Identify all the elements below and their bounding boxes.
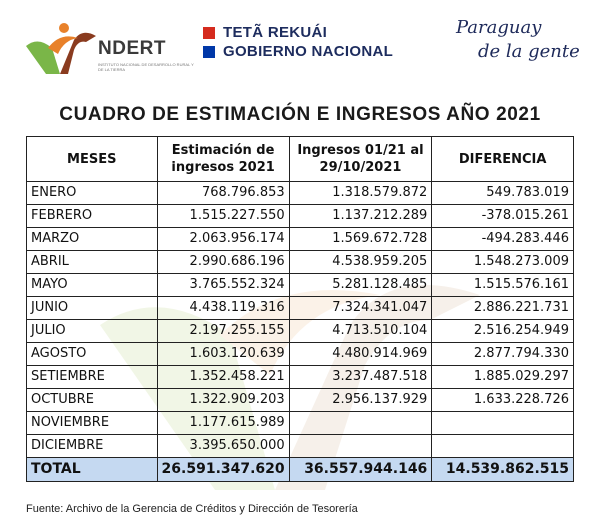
header-meses: MESES (26, 136, 158, 182)
cell-estimacion: 768.796.853 (156, 181, 290, 205)
total-estimacion: 26.591.347.620 (156, 457, 290, 482)
cell-diferencia: 1.515.576.161 (431, 273, 574, 297)
table-row: OCTUBRE 1.322.909.203 2.956.137.929 1.63… (26, 388, 574, 412)
cell-estimacion: 4.438.119.316 (156, 296, 290, 320)
cell-ingresos: 4.538.959.205 (288, 250, 433, 274)
indert-logo: NDERT INSTITUTO NACIONAL DE DESARROLLO R… (24, 18, 194, 78)
cell-ingresos: 5.281.128.485 (288, 273, 433, 297)
cell-estimacion: 1.603.120.639 (156, 342, 290, 366)
gov-logo-line2: GOBIERNO NACIONAL (223, 43, 394, 60)
cell-ingresos: 7.324.341.047 (288, 296, 433, 320)
table-row: MAYO 3.765.552.324 5.281.128.485 1.515.5… (26, 273, 574, 297)
gov-logo-line1: TETÃ REKUÁI (223, 24, 328, 41)
indert-logo-subtitle: INSTITUTO NACIONAL DE DESARROLLO RURAL Y… (98, 62, 194, 72)
cell-mes: ABRIL (26, 250, 158, 274)
income-table: MESES Estimación de ingresos 2021 Ingres… (26, 136, 574, 482)
cell-ingresos (288, 411, 433, 435)
cell-mes: OCTUBRE (26, 388, 158, 412)
government-logo: TETÃ REKUÁI GOBIERNO NACIONAL (203, 24, 423, 64)
header-ingresos-line1: Ingresos 01/21 al (297, 143, 424, 158)
header-estimacion-line1: Estimación de (171, 143, 275, 158)
cell-ingresos: 4.480.914.969 (288, 342, 433, 366)
table-row: JUNIO 4.438.119.316 7.324.341.047 2.886.… (26, 296, 574, 320)
table-row: FEBRERO 1.515.227.550 1.137.212.289 -378… (26, 204, 574, 228)
cell-mes: ENERO (26, 181, 158, 205)
slogan-logo: Paraguay de la gente (452, 16, 582, 64)
header-ingresos: Ingresos 01/21 al 29/10/2021 (288, 136, 433, 182)
page-title: CUADRO DE ESTIMACIÓN E INGRESOS AÑO 2021 (59, 104, 541, 125)
slogan-line1: Paraguay (456, 17, 542, 38)
table-total-row: TOTAL 26.591.347.620 36.557.944.146 14.5… (26, 457, 574, 482)
cell-mes: JULIO (26, 319, 158, 343)
cell-estimacion: 2.197.255.155 (156, 319, 290, 343)
cell-ingresos: 1.318.579.872 (288, 181, 433, 205)
cell-diferencia (431, 411, 574, 435)
table-row: JULIO 2.197.255.155 4.713.510.104 2.516.… (26, 319, 574, 343)
header: NDERT INSTITUTO NACIONAL DE DESARROLLO R… (0, 0, 600, 90)
cell-estimacion: 1.177.615.989 (156, 411, 290, 435)
indert-emblem-icon (26, 23, 96, 74)
cell-ingresos: 3.237.487.518 (288, 365, 433, 389)
slogan-line2: de la gente (478, 41, 580, 62)
indert-logo-text: NDERT (98, 38, 166, 59)
cell-estimacion: 3.395.650.000 (156, 434, 290, 458)
cell-ingresos (288, 434, 433, 458)
table-row: ABRIL 2.990.686.196 4.538.959.205 1.548.… (26, 250, 574, 274)
table-row: AGOSTO 1.603.120.639 4.480.914.969 2.877… (26, 342, 574, 366)
cell-diferencia: 1.885.029.297 (431, 365, 574, 389)
total-ingresos: 36.557.944.146 (288, 457, 433, 482)
cell-diferencia: 2.886.221.731 (431, 296, 574, 320)
cell-diferencia: 2.516.254.949 (431, 319, 574, 343)
cell-diferencia: 2.877.794.330 (431, 342, 574, 366)
cell-ingresos: 2.956.137.929 (288, 388, 433, 412)
cell-mes: FEBRERO (26, 204, 158, 228)
cell-estimacion: 1.352.458.221 (156, 365, 290, 389)
table-row: MARZO 2.063.956.174 1.569.672.728 -494.2… (26, 227, 574, 251)
flag-red-square-icon (203, 27, 215, 39)
cell-mes: NOVIEMBRE (26, 411, 158, 435)
header-diferencia: DIFERENCIA (431, 136, 574, 182)
header-ingresos-line2: 29/10/2021 (319, 160, 402, 175)
table-row: ENERO 768.796.853 1.318.579.872 549.783.… (26, 181, 574, 205)
cell-diferencia: -378.015.261 (431, 204, 574, 228)
cell-mes: MARZO (26, 227, 158, 251)
cell-estimacion: 1.322.909.203 (156, 388, 290, 412)
cell-estimacion: 2.990.686.196 (156, 250, 290, 274)
cell-mes: MAYO (26, 273, 158, 297)
table-header-row: MESES Estimación de ingresos 2021 Ingres… (26, 136, 574, 182)
cell-mes: SETIEMBRE (26, 365, 158, 389)
flag-blue-square-icon (203, 46, 215, 58)
total-label: TOTAL (26, 457, 158, 482)
header-estimacion: Estimación de ingresos 2021 (156, 136, 290, 182)
cell-diferencia: 1.548.273.009 (431, 250, 574, 274)
total-diferencia: 14.539.862.515 (431, 457, 574, 482)
table-row: DICIEMBRE 3.395.650.000 (26, 434, 574, 458)
cell-diferencia: 549.783.019 (431, 181, 574, 205)
cell-mes: JUNIO (26, 296, 158, 320)
cell-estimacion: 3.765.552.324 (156, 273, 290, 297)
cell-ingresos: 1.569.672.728 (288, 227, 433, 251)
source-footnote: Fuente: Archivo de la Gerencia de Crédit… (26, 503, 358, 515)
cell-estimacion: 2.063.956.174 (156, 227, 290, 251)
cell-mes: DICIEMBRE (26, 434, 158, 458)
cell-ingresos: 1.137.212.289 (288, 204, 433, 228)
cell-mes: AGOSTO (26, 342, 158, 366)
table-row: SETIEMBRE 1.352.458.221 3.237.487.518 1.… (26, 365, 574, 389)
cell-diferencia: 1.633.228.726 (431, 388, 574, 412)
cell-diferencia: -494.283.446 (431, 227, 574, 251)
header-estimacion-line2: ingresos 2021 (171, 160, 275, 175)
cell-estimacion: 1.515.227.550 (156, 204, 290, 228)
table-row: NOVIEMBRE 1.177.615.989 (26, 411, 574, 435)
cell-ingresos: 4.713.510.104 (288, 319, 433, 343)
cell-diferencia (431, 434, 574, 458)
